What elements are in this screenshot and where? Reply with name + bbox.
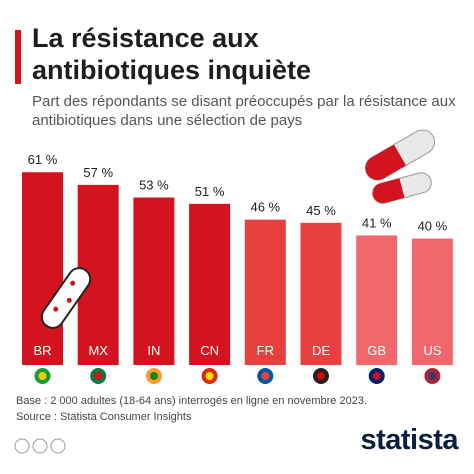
value-label: 40 % [418, 219, 448, 234]
value-label: 57 % [83, 165, 113, 180]
flag-icon [38, 372, 47, 380]
flag-icon [205, 372, 214, 380]
value-label: 46 % [250, 200, 280, 215]
bacteria-illustration [40, 267, 92, 329]
title-accent [15, 30, 21, 84]
pill-illustration [364, 129, 436, 181]
chart-title: La résistance aux antibiotiques inquiète [32, 23, 312, 85]
category-label: US [423, 343, 441, 358]
category-label: FR [257, 343, 274, 358]
category-label: CN [200, 343, 219, 358]
category-label: GB [367, 343, 386, 358]
category-label: DE [312, 343, 330, 358]
source: Source : Statista Consumer Insights [16, 411, 192, 423]
chart-subtitle: Part des répondants se disant préoccupés… [32, 93, 456, 129]
value-label: 61 % [28, 152, 58, 167]
bar [300, 222, 342, 365]
flag-icon [428, 372, 437, 380]
value-label: 53 % [139, 178, 169, 193]
category-label: MX [88, 343, 108, 358]
pill-illustration [372, 172, 432, 204]
bar [22, 172, 63, 365]
value-label: 41 % [362, 215, 392, 230]
bar [133, 197, 175, 365]
flag-icon [372, 372, 381, 380]
bar [189, 203, 231, 365]
bar [356, 235, 398, 365]
category-label: BR [33, 343, 51, 358]
flag-icon [317, 372, 325, 380]
flag-icon [149, 372, 158, 380]
flag-icon [261, 372, 270, 380]
flag-icon [94, 372, 103, 380]
category-label: IN [147, 343, 160, 358]
cc-icons [14, 438, 66, 454]
value-label: 45 % [306, 203, 336, 218]
bar [244, 219, 286, 365]
brand-logo: statista [360, 424, 458, 456]
bar [411, 238, 453, 365]
footnote: Base : 2 000 adultes (18-64 ans) interro… [16, 395, 368, 407]
value-label: 51 % [195, 184, 225, 199]
